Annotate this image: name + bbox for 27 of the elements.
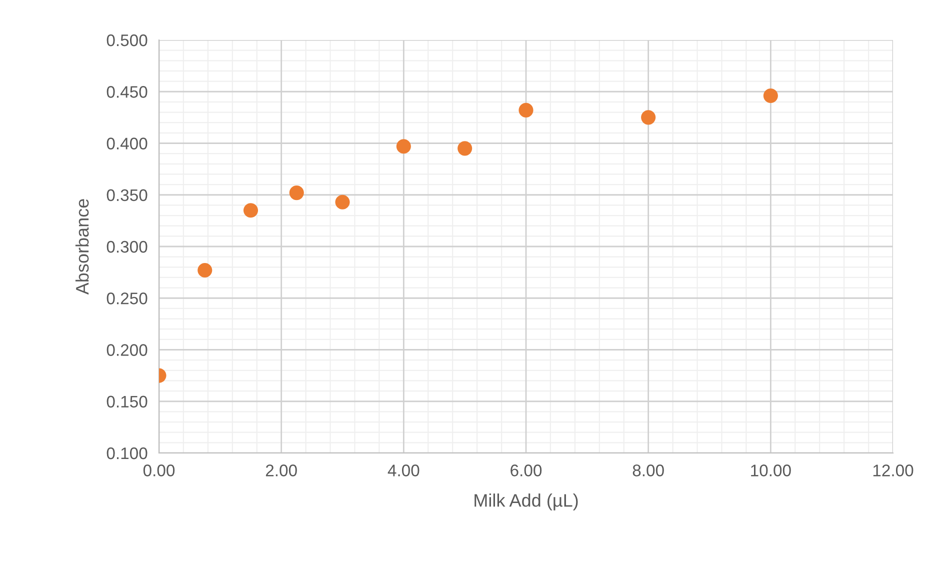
x-axis-title: Milk Add (µL) (474, 494, 578, 510)
y-tick-label: 0.500 (106, 34, 148, 46)
point (243, 203, 258, 218)
x-tick-label: 6.00 (510, 464, 542, 476)
point (396, 139, 411, 154)
y-tick-label: 0.450 (106, 86, 148, 98)
point (289, 186, 304, 200)
y-tick-label: 0.100 (106, 447, 148, 460)
point (458, 141, 472, 156)
point (518, 102, 534, 118)
point (335, 194, 350, 210)
point (198, 262, 212, 278)
y-tick-label: 0.400 (106, 138, 148, 150)
point (641, 110, 656, 125)
x-tick-label: 0.00 (143, 464, 175, 476)
x-tick-label: 12.00 (873, 464, 914, 476)
y-tick-label: 0.300 (106, 240, 148, 253)
x-tick-label: 10.00 (751, 464, 791, 476)
y-tick-label: 0.250 (106, 292, 148, 304)
y-tick-label: 0.350 (106, 189, 148, 202)
y-axis-title: Absorbance (75, 199, 89, 295)
x-tick-label: 8.00 (632, 464, 664, 476)
x-tick-label: 2.00 (266, 464, 297, 476)
y-tick-label: 0.150 (106, 396, 148, 408)
point (763, 88, 778, 104)
y-tick-label: 0.200 (106, 344, 148, 356)
x-tick-label: 4.00 (388, 464, 420, 476)
